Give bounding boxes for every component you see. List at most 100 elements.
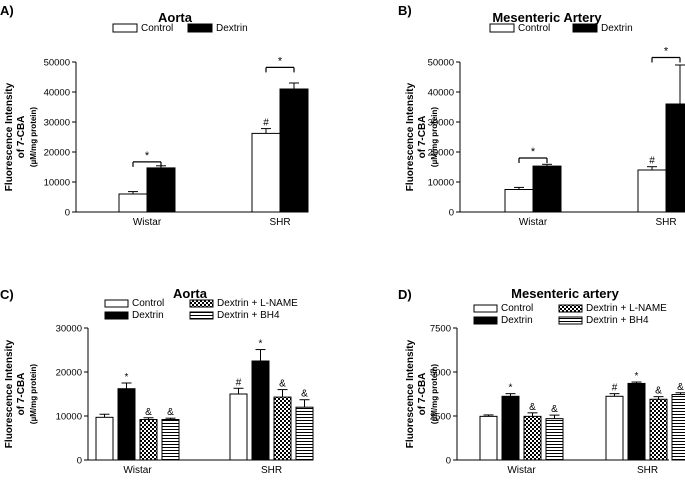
bar [665, 103, 685, 213]
y-tick-label: 30000 [56, 324, 82, 335]
y-axis-label-line: (µM/mg protein) [430, 364, 439, 424]
y-axis-label-line: of 7-CBA [16, 373, 27, 416]
y-tick-label: 50000 [44, 58, 70, 69]
y-axis-label: Fluorescence Intensity of 7-CBA (µM/mg pro… [405, 339, 439, 448]
legend-label: Dextrin + L-NAME [217, 298, 298, 309]
chart-panel-a: A) Aorta Fluorescence Intensity of 7-CBA (µM… [0, 3, 309, 228]
y-axis-label: Fluorescence Intensity of 7-CBA (µM/mg pro… [4, 82, 38, 191]
y-tick-label: 5000 [430, 368, 451, 379]
panel-label: C) [0, 287, 14, 302]
significance-bracket-label: * [145, 150, 150, 162]
chart-title: Aorta [158, 10, 193, 25]
x-tick-label: SHR [269, 217, 290, 228]
legend-swatch [473, 304, 498, 313]
x-tick-label: Wistar [133, 217, 162, 228]
chart-panel-c: C) Aorta Fluorescence Intensity of 7-CBA (µM… [0, 286, 314, 476]
legend-swatch [187, 23, 213, 33]
legend-swatch [112, 23, 138, 33]
y-tick-label: 10000 [44, 178, 70, 189]
y-tick-label: 20000 [428, 148, 454, 159]
bar [479, 415, 498, 461]
significance-bracket-label: * [278, 55, 283, 67]
bar [532, 165, 562, 213]
significance-bracket-label: * [531, 146, 536, 158]
legend-swatch [189, 299, 214, 308]
y-axis-label: Fluorescence Intensity of 7-CBA (µM/mg pro… [405, 82, 439, 191]
y-axis-label-line: of 7-CBA [417, 373, 428, 416]
legend-swatch [104, 311, 129, 320]
y-tick-label: 40000 [428, 88, 454, 99]
bar [523, 415, 542, 461]
bar [146, 167, 176, 213]
bar [605, 395, 624, 461]
significance-bracket-label: * [664, 46, 669, 58]
y-axis-label-line: Fluorescence Intensity [4, 82, 15, 191]
y-tick-label: 50000 [428, 58, 454, 69]
bar [139, 419, 158, 461]
y-tick-label: 30000 [428, 118, 454, 129]
bar [649, 398, 668, 461]
bar [251, 360, 270, 461]
bar [504, 189, 534, 213]
y-tick-label: 10000 [56, 412, 82, 423]
y-tick-label: 0 [65, 208, 70, 219]
bar [545, 418, 564, 461]
legend-label: Dextrin + BH4 [586, 315, 649, 326]
significance-mark: * [509, 383, 513, 394]
significance-mark: # [236, 377, 242, 388]
legend-swatch [572, 23, 598, 33]
y-axis-label-line: of 7-CBA [417, 116, 428, 159]
x-tick-label: SHR [637, 465, 658, 476]
panel-label: B) [398, 3, 412, 18]
chart-panel-d: D) Mesenteric artery Fluorescence Intensit… [398, 286, 685, 476]
y-tick-label: 0 [77, 456, 82, 467]
chart-panel-b: B) Mesenteric Artery Fluorescence Intensit… [398, 3, 685, 228]
legend-label: Dextrin [601, 23, 633, 34]
significance-mark: & [655, 386, 662, 397]
y-tick-label: 20000 [56, 368, 82, 379]
significance-mark: * [125, 372, 129, 383]
legend-swatch [473, 316, 498, 325]
bar [273, 396, 292, 461]
chart-title: Mesenteric artery [511, 286, 619, 301]
significance-mark: * [635, 371, 639, 382]
legend-label: Dextrin + L-NAME [586, 303, 667, 314]
y-tick-label: 2500 [430, 412, 451, 423]
legend-label: Dextrin [501, 315, 533, 326]
significance-mark: # [649, 156, 655, 167]
legend-label: Dextrin + BH4 [217, 310, 280, 321]
bar [627, 382, 646, 461]
bar [637, 169, 667, 213]
y-axis-label: Fluorescence Intensity of 7-CBA (µM/mg pro… [4, 339, 38, 448]
legend-swatch [558, 304, 583, 313]
significance-mark: & [279, 379, 286, 390]
significance-mark: & [677, 382, 684, 393]
significance-mark: # [263, 118, 269, 129]
legend-label: Dextrin [216, 23, 248, 34]
x-tick-label: Wistar [507, 465, 536, 476]
bar [501, 395, 520, 461]
y-tick-label: 40000 [44, 88, 70, 99]
legend-label: Control [132, 298, 164, 309]
panel-label: A) [0, 3, 14, 18]
y-tick-label: 10000 [428, 178, 454, 189]
x-tick-label: Wistar [519, 217, 548, 228]
bar [118, 193, 148, 213]
y-axis-label-line: Fluorescence Intensity [405, 339, 416, 448]
panel-label: D) [398, 287, 412, 302]
legend-label: Control [501, 303, 533, 314]
y-axis-label-line: (µM/mg protein) [430, 107, 439, 167]
chart-title: Mesenteric Artery [492, 10, 602, 25]
bar [279, 88, 309, 213]
legend-swatch [558, 316, 583, 325]
x-tick-label: SHR [655, 217, 676, 228]
y-tick-label: 30000 [44, 118, 70, 129]
y-tick-label: 0 [446, 456, 451, 467]
significance-mark: & [145, 407, 152, 418]
significance-mark: # [612, 383, 618, 394]
bar [117, 388, 136, 461]
significance-mark: & [167, 407, 174, 418]
bar [251, 132, 281, 213]
bar [95, 416, 114, 461]
